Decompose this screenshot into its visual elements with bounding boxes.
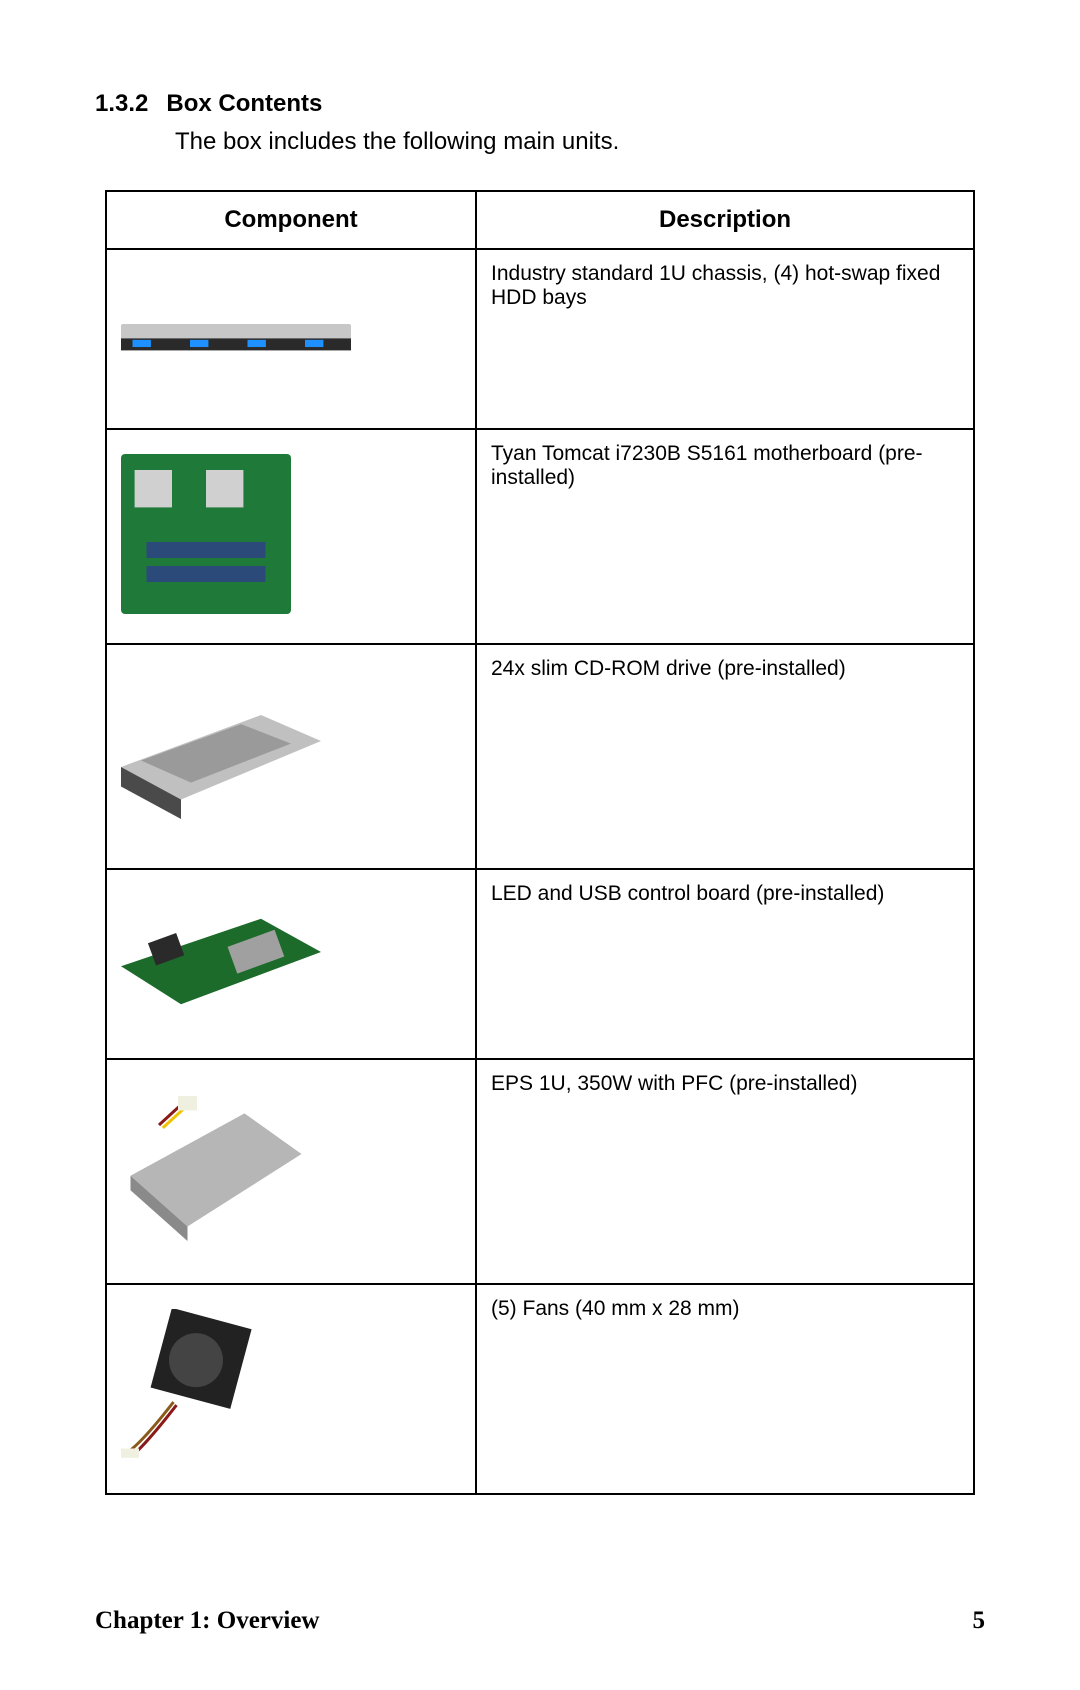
page-footer: Chapter 1: Overview 5 (95, 1607, 985, 1635)
description-cell: 24x slim CD-ROM drive (pre-installed) (476, 644, 974, 869)
section-heading: 1.3.2 Box Contents (95, 90, 985, 118)
table-row: (5) Fans (40 mm x 28 mm) (106, 1284, 974, 1494)
description-cell: Industry standard 1U chassis, (4) hot-sw… (476, 249, 974, 429)
table-row: 24x slim CD-ROM drive (pre-installed) (106, 644, 974, 869)
section-number: 1.3.2 (95, 90, 148, 118)
section-title: Box Contents (166, 90, 322, 117)
section-intro: The box includes the following main unit… (175, 128, 985, 156)
motherboard-image (106, 429, 476, 644)
footer-chapter: Chapter 1: Overview (95, 1607, 320, 1635)
fan-image (106, 1284, 476, 1494)
control-board-image (106, 869, 476, 1059)
chassis-image (106, 249, 476, 429)
description-cell: (5) Fans (40 mm x 28 mm) (476, 1284, 974, 1494)
description-cell: Tyan Tomcat i7230B S5161 motherboard (pr… (476, 429, 974, 644)
description-cell: EPS 1U, 350W with PFC (pre-installed) (476, 1059, 974, 1284)
box-contents-table: Component Description Industry standard … (105, 190, 975, 1495)
table-row: LED and USB control board (pre-installed… (106, 869, 974, 1059)
description-cell: LED and USB control board (pre-installed… (476, 869, 974, 1059)
cdrom-image (106, 644, 476, 869)
th-description: Description (476, 191, 974, 249)
table-row: Tyan Tomcat i7230B S5161 motherboard (pr… (106, 429, 974, 644)
table-row: Industry standard 1U chassis, (4) hot-sw… (106, 249, 974, 429)
footer-page-number: 5 (973, 1607, 986, 1635)
psu-image (106, 1059, 476, 1284)
table-row: EPS 1U, 350W with PFC (pre-installed) (106, 1059, 974, 1284)
th-component: Component (106, 191, 476, 249)
